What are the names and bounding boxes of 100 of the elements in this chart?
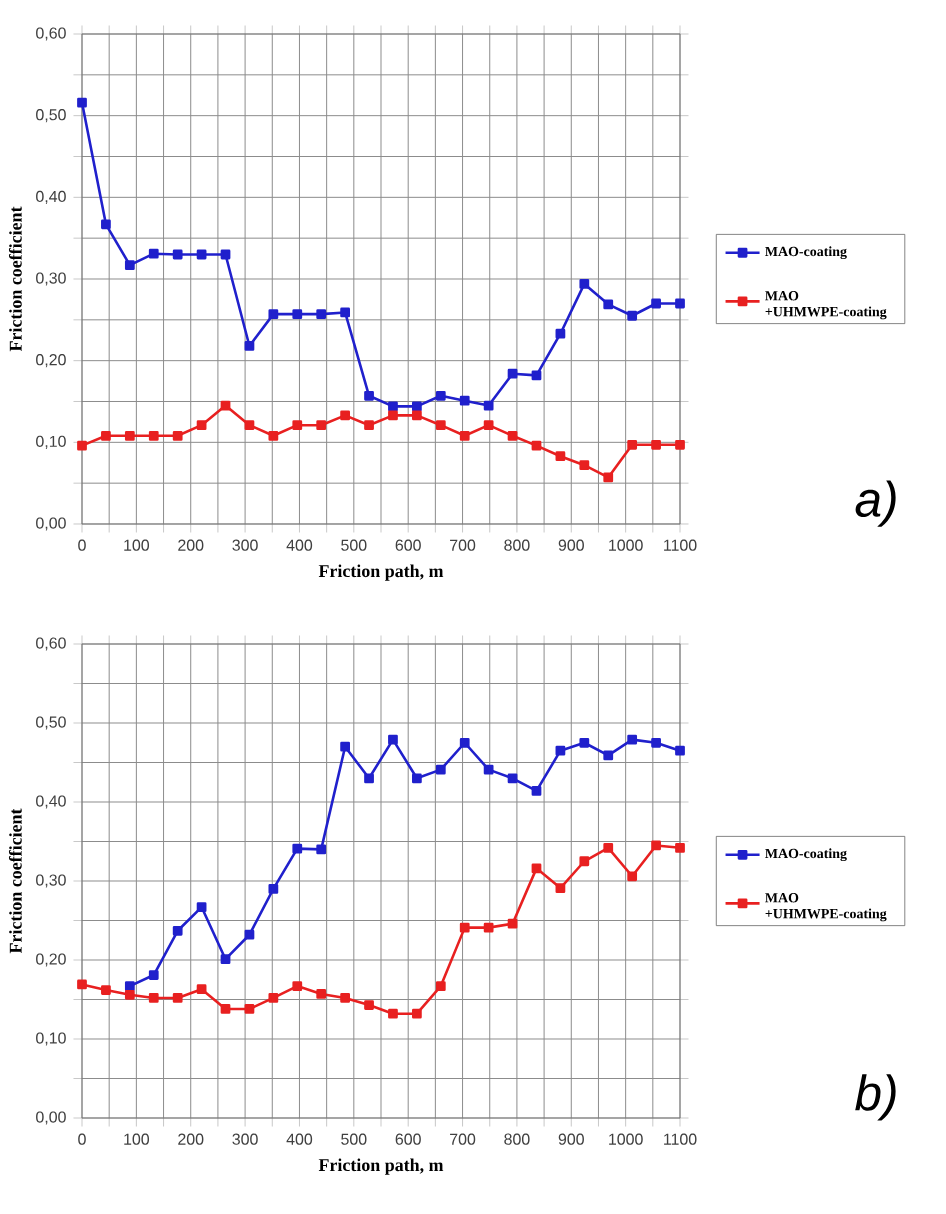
y-axis-title: Friction coefficient xyxy=(8,808,22,954)
point xyxy=(388,734,398,745)
point xyxy=(435,764,446,775)
point xyxy=(124,430,135,441)
point xyxy=(364,773,374,784)
point xyxy=(531,863,542,874)
point xyxy=(292,420,303,431)
point xyxy=(101,985,111,995)
point xyxy=(603,842,614,853)
point xyxy=(507,773,518,784)
point xyxy=(101,219,111,230)
point xyxy=(340,307,351,318)
point xyxy=(531,440,542,451)
point xyxy=(172,430,183,441)
x-axis-title: Friction path, m xyxy=(318,564,444,581)
point xyxy=(220,249,231,260)
point xyxy=(268,884,279,894)
point xyxy=(507,368,518,379)
point xyxy=(435,420,446,431)
point xyxy=(579,279,590,289)
point xyxy=(651,298,661,309)
point xyxy=(196,249,207,260)
point xyxy=(675,439,685,450)
point xyxy=(364,420,374,431)
point xyxy=(627,871,638,882)
point xyxy=(483,922,494,933)
point xyxy=(675,745,685,756)
point xyxy=(412,401,422,412)
point xyxy=(244,420,255,431)
point xyxy=(220,954,231,965)
point xyxy=(388,410,398,421)
point xyxy=(412,410,422,421)
point xyxy=(507,918,518,929)
point xyxy=(435,390,446,401)
point xyxy=(651,737,661,748)
point xyxy=(77,97,87,108)
point xyxy=(364,390,374,401)
point xyxy=(555,883,566,893)
point xyxy=(148,970,159,980)
point xyxy=(388,1008,398,1019)
point xyxy=(459,737,470,748)
point xyxy=(340,410,351,421)
point xyxy=(220,400,231,411)
point xyxy=(340,993,351,1003)
point xyxy=(603,299,614,310)
point xyxy=(316,420,327,431)
point xyxy=(292,843,303,854)
point xyxy=(579,460,590,471)
point xyxy=(675,298,685,309)
point xyxy=(483,400,494,411)
point xyxy=(220,1004,231,1014)
point xyxy=(244,1004,255,1014)
point xyxy=(579,856,590,867)
point xyxy=(316,844,327,855)
point xyxy=(196,420,207,431)
point xyxy=(627,310,638,321)
point xyxy=(483,764,494,775)
point xyxy=(364,1000,374,1010)
point xyxy=(148,993,159,1003)
point xyxy=(603,750,614,761)
point xyxy=(651,439,661,450)
point xyxy=(101,430,111,441)
point xyxy=(459,395,470,406)
point xyxy=(459,430,470,441)
point xyxy=(531,370,542,381)
point xyxy=(412,1008,422,1019)
point xyxy=(316,309,327,319)
point xyxy=(196,902,207,912)
point xyxy=(77,440,87,451)
point xyxy=(172,249,183,260)
point xyxy=(603,472,614,483)
point xyxy=(148,248,159,259)
point xyxy=(268,993,279,1003)
point xyxy=(244,341,255,351)
point xyxy=(172,993,183,1003)
point xyxy=(459,922,470,933)
point xyxy=(77,979,87,990)
text: b) xyxy=(855,1074,896,1121)
point xyxy=(172,925,183,936)
point xyxy=(627,439,638,450)
point xyxy=(435,981,446,991)
point xyxy=(675,842,685,853)
point xyxy=(388,401,398,412)
y-axis-title: Friction coefficient xyxy=(8,206,22,352)
point xyxy=(483,420,494,431)
point xyxy=(268,430,279,441)
point xyxy=(268,309,279,319)
point xyxy=(507,430,518,441)
point xyxy=(555,451,566,462)
point xyxy=(579,737,590,748)
point xyxy=(651,840,661,851)
point xyxy=(124,989,135,1000)
point xyxy=(124,260,135,270)
point xyxy=(316,989,327,999)
point xyxy=(292,981,303,991)
point xyxy=(340,741,351,752)
point xyxy=(555,745,566,756)
point xyxy=(148,430,159,441)
point xyxy=(555,328,566,339)
point xyxy=(627,734,638,745)
